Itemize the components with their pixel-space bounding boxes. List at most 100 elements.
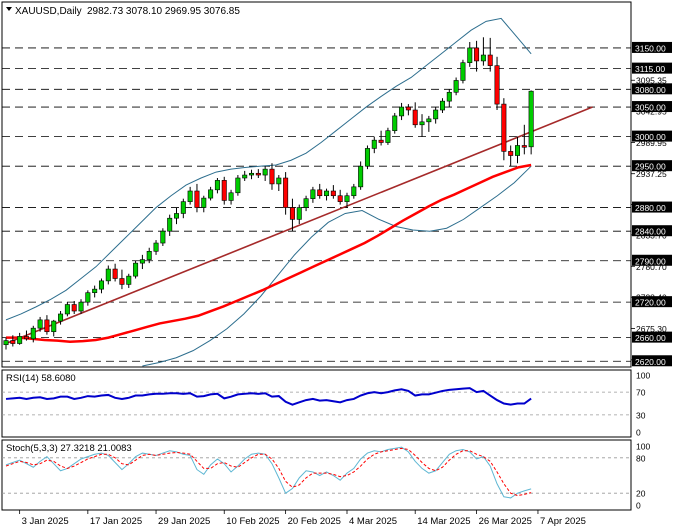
price-level-label-text: 2790.00 <box>635 256 666 266</box>
candle-body <box>23 336 29 340</box>
candle <box>112 263 118 282</box>
candle <box>494 56 500 111</box>
candle <box>249 169 255 180</box>
candle-body <box>3 340 9 346</box>
candle-body <box>439 100 445 111</box>
candle <box>439 98 445 113</box>
candle <box>521 124 527 155</box>
candle-body <box>187 190 193 202</box>
price-level-label: 2620.00 <box>632 355 672 367</box>
indicator-tick-label: 20 <box>636 489 646 499</box>
candle <box>446 89 452 108</box>
price-level-label-text: 2880.00 <box>635 203 666 213</box>
candle-body <box>201 197 207 208</box>
sma-line <box>6 163 532 344</box>
candle-body <box>133 262 139 277</box>
candle-body <box>480 54 486 62</box>
candle <box>467 42 473 67</box>
time-tick-label: 17 Jan 2025 <box>90 516 142 527</box>
price-level-label: 3150.00 <box>632 41 672 53</box>
candle-body <box>324 190 330 197</box>
candle-body <box>433 109 439 120</box>
candle <box>92 285 98 298</box>
time-tick-label: 20 Feb 2025 <box>288 516 341 527</box>
candle <box>174 207 180 225</box>
candle <box>221 176 227 205</box>
time-tick-label: 26 Mar 2025 <box>479 516 532 527</box>
candle <box>37 316 43 332</box>
candle <box>399 102 405 121</box>
candle-body <box>51 320 57 333</box>
candle <box>17 332 23 345</box>
candle-body <box>392 115 398 132</box>
candle <box>426 115 432 132</box>
price-level-label-bg <box>632 160 672 172</box>
candle <box>392 112 398 134</box>
candle <box>180 198 186 219</box>
price-tick-label: 3095.35 <box>636 76 667 86</box>
candle-body <box>487 54 493 66</box>
candle <box>276 175 282 192</box>
candle <box>64 302 70 317</box>
collapse-triangle-icon[interactable] <box>6 7 12 11</box>
price-level-label-text: 3050.00 <box>635 103 666 113</box>
candle <box>474 40 480 72</box>
candle-body <box>10 340 16 344</box>
candle <box>78 299 84 314</box>
candle <box>235 175 241 196</box>
candle-body <box>351 186 357 197</box>
price-level-label-bg <box>632 62 672 74</box>
candle-body <box>180 201 186 214</box>
candle-body <box>249 172 255 176</box>
price-panel[interactable] <box>1 1 632 368</box>
candle <box>208 186 214 201</box>
candle <box>453 77 459 96</box>
candle <box>433 107 439 124</box>
candle-body <box>85 292 91 303</box>
candle <box>351 183 357 199</box>
candle-body <box>296 207 302 220</box>
trendline <box>5 106 593 345</box>
candle-body <box>98 280 104 290</box>
candle-body <box>255 172 261 176</box>
stoch-panel[interactable] <box>1 439 632 511</box>
candle <box>10 335 16 347</box>
price-axis-ticks: 3095.353042.952989.952937.252780.702675.… <box>631 76 667 365</box>
candle <box>528 90 534 155</box>
indicator-tick-label: 80 <box>636 453 646 463</box>
trendline-group <box>5 106 593 345</box>
candle-body <box>521 145 527 148</box>
candle <box>296 204 302 225</box>
indicator-tick-label: 100 <box>636 371 650 381</box>
candle-body <box>167 217 173 232</box>
candle-body <box>501 103 507 152</box>
sma-group <box>6 163 532 344</box>
stoch-title: Stoch(5,3,3) 27.3218 21.0083 <box>6 443 132 454</box>
candle-body <box>337 195 343 202</box>
price-level-label-text: 2840.00 <box>635 227 666 237</box>
candle-body <box>317 189 323 197</box>
time-tick-label: 7 Apr 2025 <box>540 516 586 527</box>
candle-body <box>508 151 514 156</box>
rsi-group: 100 70 30 0 <box>2 371 650 438</box>
candle-body <box>58 313 64 322</box>
price-level-label-text: 3150.00 <box>635 43 666 53</box>
rsi-panel[interactable] <box>1 369 632 438</box>
candle-body <box>528 90 534 148</box>
price-level-label-text: 2720.00 <box>635 298 666 308</box>
candle <box>501 98 507 161</box>
price-level-label-bg <box>632 41 672 53</box>
candle-body <box>412 109 418 126</box>
price-level-label: 2720.00 <box>632 296 672 308</box>
candle-body <box>71 304 77 312</box>
candle-body <box>17 336 23 344</box>
candle-body <box>112 268 118 279</box>
price-level-label-bg <box>632 130 672 142</box>
symbol-title: XAUUSD,Daily <box>15 6 82 17</box>
candle <box>242 170 248 181</box>
candle-body <box>405 106 411 111</box>
candle <box>255 169 261 178</box>
candle-body <box>289 207 295 220</box>
candle <box>3 337 9 350</box>
